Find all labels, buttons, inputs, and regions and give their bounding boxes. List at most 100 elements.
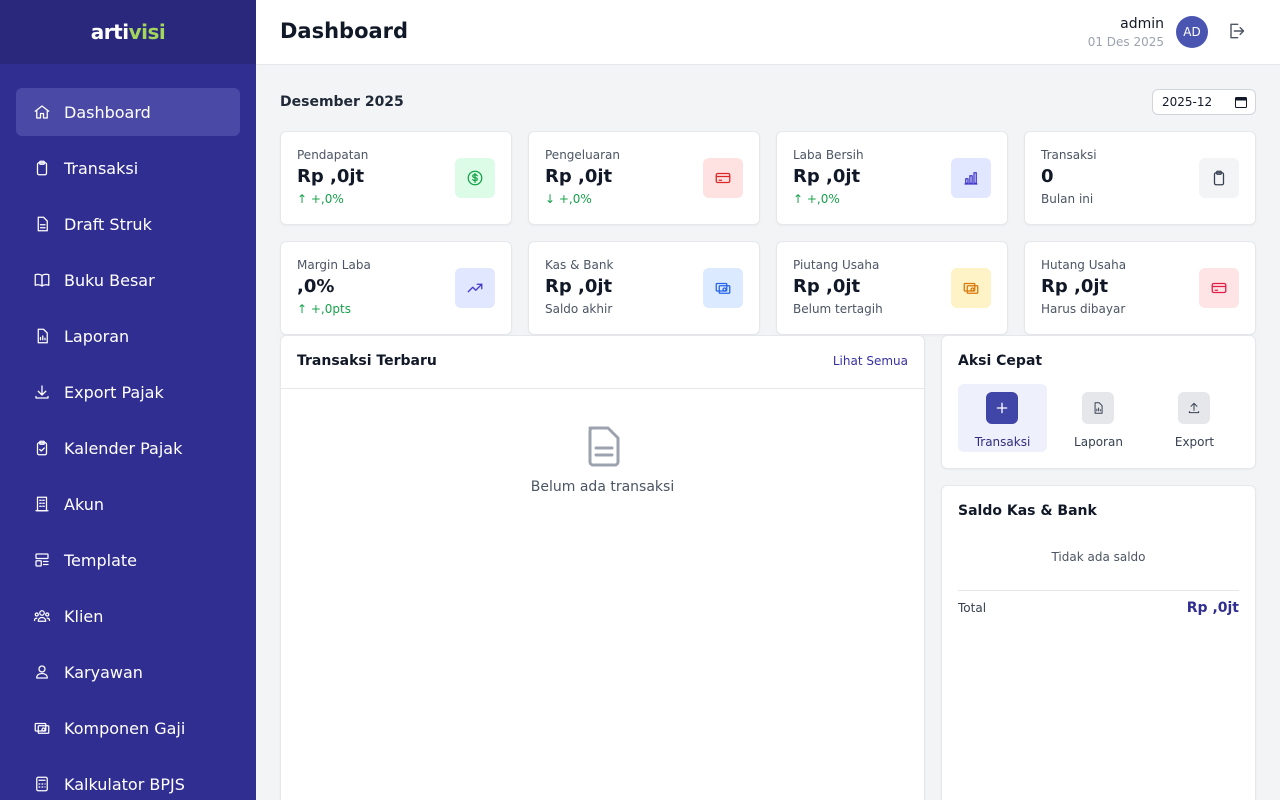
sidebar-item-label: Laporan xyxy=(64,326,130,346)
sidebar-item-kalender-pajak[interactable]: Kalender Pajak xyxy=(16,424,240,472)
report-icon xyxy=(1082,392,1114,424)
sidebar-item-kalkulator-bpjs[interactable]: Kalkulator BPJS xyxy=(16,760,240,800)
template-icon xyxy=(32,550,52,570)
card-sub: Bulan ini xyxy=(1041,192,1094,206)
credit-card-icon xyxy=(703,158,743,198)
brand-logo[interactable]: artivisi xyxy=(90,20,166,44)
sidebar-item-karyawan[interactable]: Karyawan xyxy=(16,648,240,696)
card-value: Rp ,0jt xyxy=(297,166,365,187)
trending-up-icon xyxy=(455,268,495,308)
upload-icon xyxy=(1178,392,1210,424)
avatar[interactable]: AD xyxy=(1176,16,1208,48)
sidebar-item-label: Template xyxy=(64,550,138,570)
sidebar-item-buku-besar[interactable]: Buku Besar xyxy=(16,256,240,304)
users-icon xyxy=(32,606,52,626)
cash-icon xyxy=(32,718,52,738)
sidebar-item-transaksi[interactable]: Transaksi xyxy=(16,144,240,192)
card-value: Rp ,0jt xyxy=(793,166,861,187)
recent-transactions-panel: Transaksi Terbaru Lihat Semua Belum ada … xyxy=(280,335,925,800)
top-header: Dashboard admin 01 Des 2025 AD xyxy=(256,0,1280,65)
plus-icon xyxy=(986,392,1018,424)
card-pengeluaran: Pengeluaran Rp ,0jt ↓ +,0% xyxy=(528,131,760,225)
logout-icon xyxy=(1226,23,1246,45)
sidebar-item-label: Akun xyxy=(64,494,104,514)
month-value: 2025-12 xyxy=(1162,95,1213,109)
sidebar-item-akun[interactable]: Akun xyxy=(16,480,240,528)
sidebar-item-label: Export Pajak xyxy=(64,382,164,402)
calendar-icon xyxy=(1235,97,1247,108)
total-value: Rp ,0jt xyxy=(1186,600,1239,616)
sidebar-item-laporan[interactable]: Laporan xyxy=(16,312,240,360)
view-all-link[interactable]: Lihat Semua xyxy=(832,354,908,368)
sidebar-item-label: Komponen Gaji xyxy=(64,718,186,738)
user-info: admin 01 Des 2025 xyxy=(1088,15,1164,51)
card-sub: Saldo akhir xyxy=(545,302,613,316)
card-label: Pendapatan xyxy=(297,148,369,162)
card-laba-bersih: Laba Bersih Rp ,0jt ↑ +,0% xyxy=(776,131,1008,225)
quick-laporan-button[interactable]: Laporan xyxy=(1054,384,1143,452)
card-pendapatan: Pendapatan Rp ,0jt ↑ +,0% xyxy=(280,131,512,225)
card-value: Rp ,0jt xyxy=(545,166,613,187)
download-icon xyxy=(32,382,52,402)
clipboard-check-icon xyxy=(32,438,52,458)
card-trend: ↑ +,0pts xyxy=(297,302,351,316)
building-icon xyxy=(32,494,52,514)
card-value: Rp ,0jt xyxy=(545,276,613,297)
sidebar-item-label: Transaksi xyxy=(64,158,139,178)
card-label: Pengeluaran xyxy=(545,148,620,162)
card-sub: Belum tertagih xyxy=(793,302,883,316)
card-value: 0 xyxy=(1041,166,1054,187)
panel-title: Saldo Kas & Bank xyxy=(958,503,1097,519)
quick-action-label: Laporan xyxy=(1074,435,1123,449)
sidebar-item-draft-struk[interactable]: Draft Struk xyxy=(16,200,240,248)
card-label: Transaksi xyxy=(1041,148,1097,162)
card-value: Rp ,0jt xyxy=(793,276,861,297)
sidebar-item-label: Buku Besar xyxy=(64,270,155,290)
money-icon xyxy=(951,268,991,308)
panel-title: Transaksi Terbaru xyxy=(297,353,437,369)
panel-title: Aksi Cepat xyxy=(958,353,1043,369)
sidebar-item-label: Kalender Pajak xyxy=(64,438,183,458)
card-piutang-usaha: Piutang Usaha Rp ,0jt Belum tertagih xyxy=(776,241,1008,335)
sidebar-item-template[interactable]: Template xyxy=(16,536,240,584)
card-transaksi: Transaksi 0 Bulan ini xyxy=(1024,131,1256,225)
saldo-kas-bank-panel: Saldo Kas & Bank Tidak ada saldo Total R… xyxy=(941,485,1256,800)
current-date: 01 Des 2025 xyxy=(1087,35,1164,49)
card-label: Margin Laba xyxy=(297,258,371,272)
total-label: Total xyxy=(958,601,987,615)
empty-state-text: Belum ada transaksi xyxy=(530,479,675,495)
quick-add-transaksi-button[interactable]: Transaksi xyxy=(958,384,1047,452)
card-trend: ↑ +,0% xyxy=(297,192,344,206)
month-picker[interactable]: 2025-12 xyxy=(1152,89,1256,115)
home-icon xyxy=(32,102,52,122)
sidebar-item-export-pajak[interactable]: Export Pajak xyxy=(16,368,240,416)
sidebar-item-label: Klien xyxy=(64,606,104,626)
logout-button[interactable] xyxy=(1226,21,1248,43)
quick-export-button[interactable]: Export xyxy=(1150,384,1239,452)
cash-icon xyxy=(703,268,743,308)
card-trend: ↑ +,0% xyxy=(793,192,840,206)
period-label: Desember 2025 xyxy=(280,94,404,110)
sidebar-item-label: Kalkulator BPJS xyxy=(64,774,185,794)
clipboard-icon xyxy=(1199,158,1239,198)
credit-card-icon xyxy=(1199,268,1239,308)
card-label: Kas & Bank xyxy=(545,258,614,272)
user-name: admin xyxy=(1120,16,1164,32)
sidebar-item-dashboard[interactable]: Dashboard xyxy=(16,88,240,136)
calculator-icon xyxy=(32,774,52,794)
quick-action-label: Export xyxy=(1174,435,1215,449)
card-label: Hutang Usaha xyxy=(1041,258,1127,272)
clipboard-icon xyxy=(32,158,52,178)
document-icon xyxy=(32,214,52,234)
card-margin-laba: Margin Laba ,0% ↑ +,0pts xyxy=(280,241,512,335)
divider xyxy=(281,388,924,389)
empty-state-text: Tidak ada saldo xyxy=(1051,550,1146,564)
card-value: Rp ,0jt xyxy=(1041,276,1109,297)
book-icon xyxy=(32,270,52,290)
card-label: Piutang Usaha xyxy=(793,258,880,272)
sidebar-item-klien[interactable]: Klien xyxy=(16,592,240,640)
card-kas-bank: Kas & Bank Rp ,0jt Saldo akhir xyxy=(528,241,760,335)
card-value: ,0% xyxy=(297,276,335,297)
quick-action-label: Transaksi xyxy=(974,435,1031,449)
sidebar-item-komponen-gaji[interactable]: Komponen Gaji xyxy=(16,704,240,752)
